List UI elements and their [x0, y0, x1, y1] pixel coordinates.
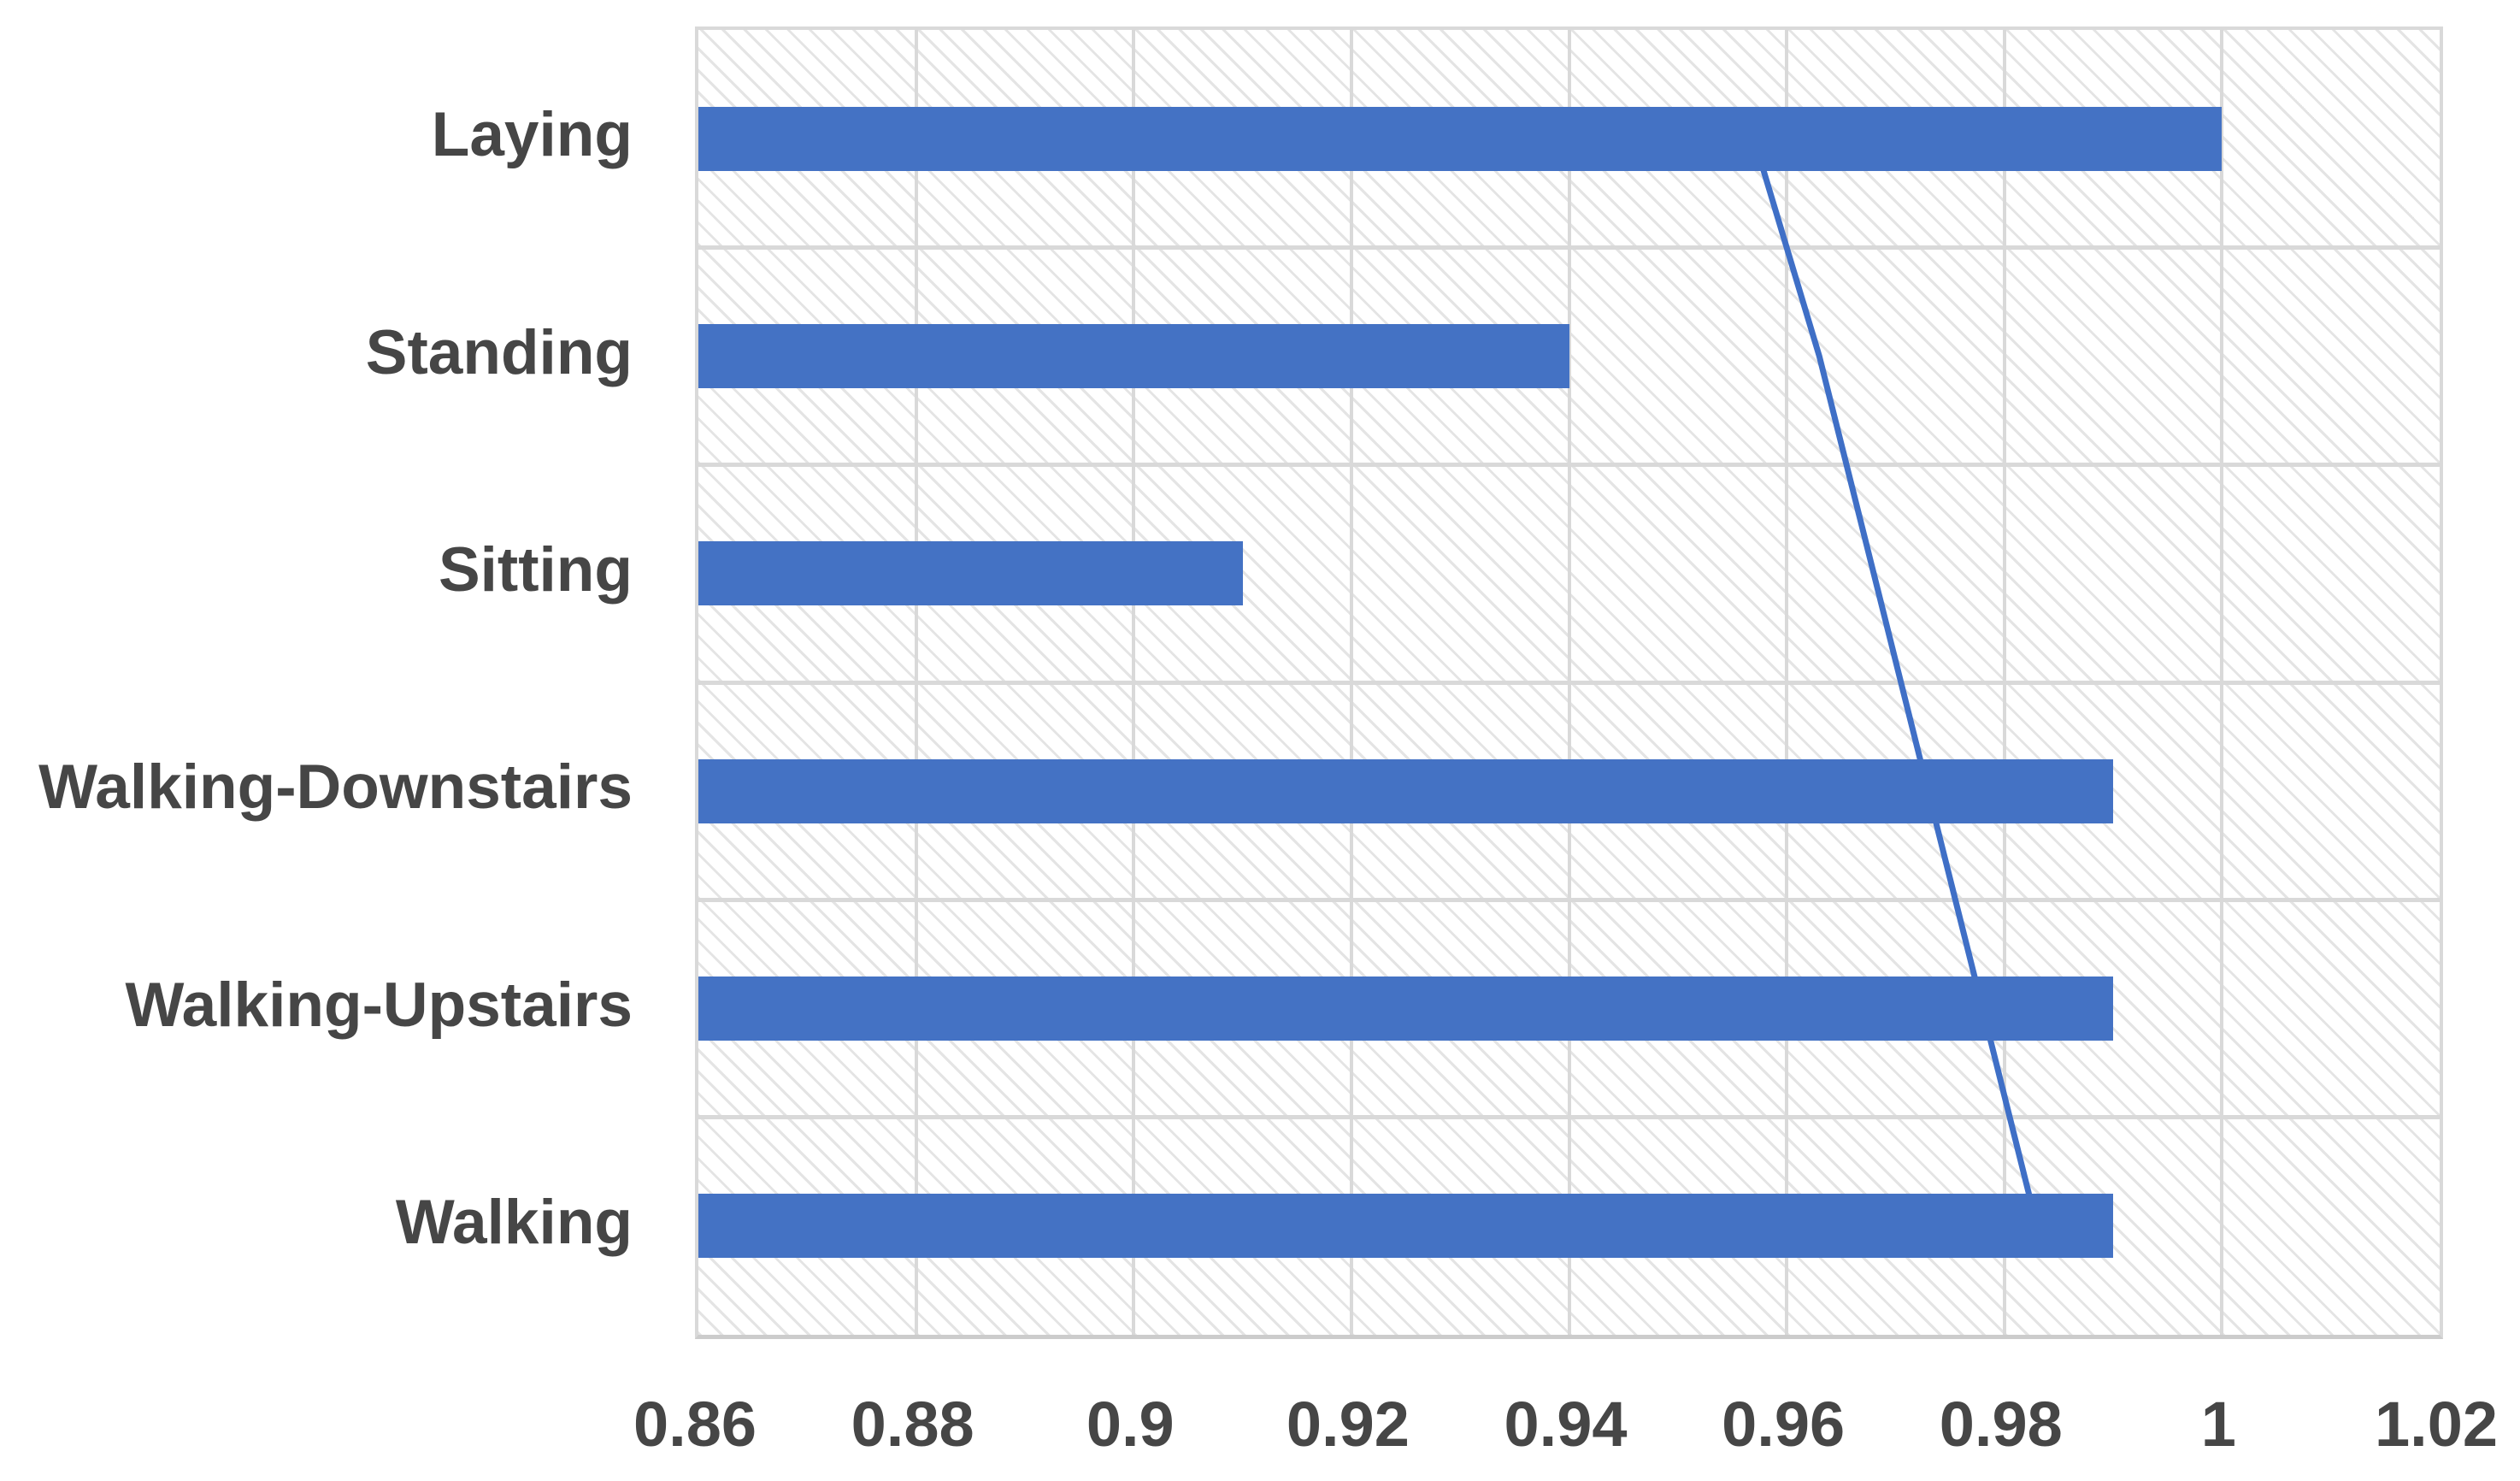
- gridline-horizontal: [698, 897, 2440, 902]
- x-tick-label-0.94: 0.94: [1504, 1389, 1628, 1460]
- plot-area: [695, 27, 2443, 1339]
- category-label-standing: Standing: [365, 317, 633, 387]
- x-tick-label-0.88: 0.88: [851, 1389, 974, 1460]
- trend-line-path: [1751, 138, 2040, 1227]
- x-tick-label-0.92: 0.92: [1286, 1389, 1410, 1460]
- x-tick-label-0.9: 0.9: [1086, 1389, 1175, 1460]
- x-tick-label-1.02: 1.02: [2374, 1389, 2499, 1460]
- x-tick-label-0.96: 0.96: [1722, 1389, 1846, 1460]
- gridline-horizontal: [698, 680, 2440, 685]
- x-tick-label-0.98: 0.98: [1939, 1389, 2063, 1460]
- bar-walking-upstairs: [698, 977, 2114, 1041]
- x-tick-label-1: 1: [2200, 1389, 2236, 1460]
- bar-sitting: [698, 541, 1243, 606]
- bar-laying: [698, 106, 2223, 171]
- bar-standing: [698, 324, 1569, 388]
- category-label-walking-upstairs: Walking-Upstairs: [125, 970, 633, 1040]
- trend-line: [1751, 138, 2040, 1227]
- category-label-walking: Walking: [395, 1187, 633, 1257]
- gridline-horizontal: [698, 463, 2440, 468]
- gridline-horizontal: [698, 245, 2440, 250]
- category-label-walking-downstairs: Walking-Downstairs: [38, 752, 633, 823]
- category-label-laying: Laying: [431, 100, 633, 170]
- bar-walking: [698, 1194, 2114, 1259]
- x-tick-label-0.86: 0.86: [633, 1389, 757, 1460]
- category-label-sitting: Sitting: [438, 534, 633, 605]
- gridline-horizontal: [698, 1115, 2440, 1120]
- bar-walking-downstairs: [698, 758, 2114, 823]
